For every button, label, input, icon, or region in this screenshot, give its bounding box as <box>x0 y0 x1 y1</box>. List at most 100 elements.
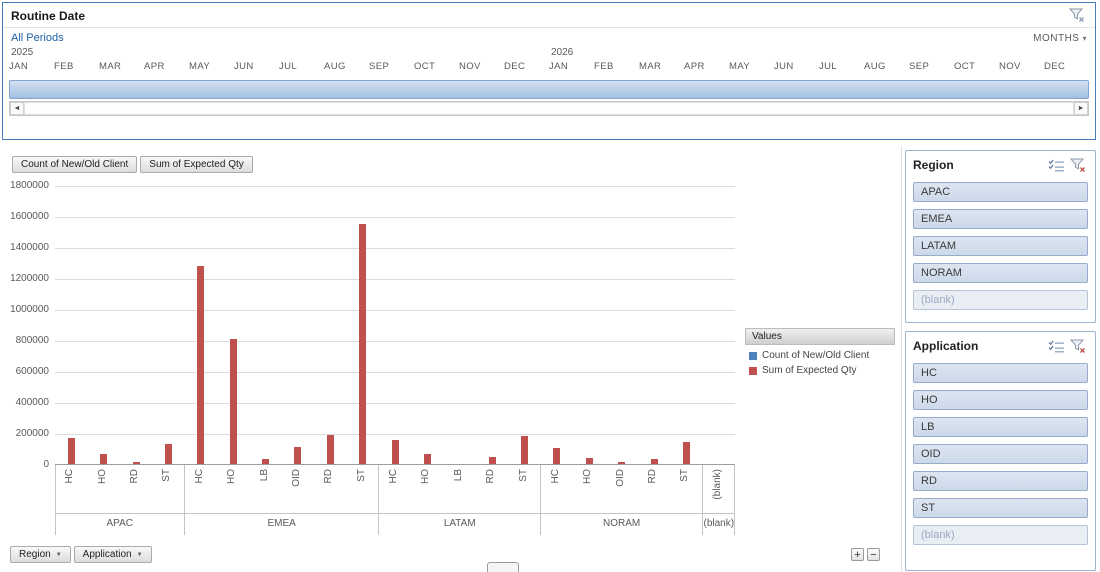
timeline-month-cell[interactable]: AUG <box>324 61 346 72</box>
y-axis-label: 1400000 <box>10 242 49 253</box>
value-field-button[interactable]: Sum of Expected Qty <box>140 156 253 173</box>
slicer-title: Application <box>913 339 979 353</box>
timeline-month-cell[interactable]: NOV <box>999 61 1021 72</box>
category-axis-label: ST <box>679 469 691 482</box>
timeline-month-cell[interactable]: MAR <box>99 61 122 72</box>
bar-sum-of-expected-qty[interactable] <box>553 448 561 464</box>
timeline-months-row: JAN FEB MAR APR MAY JUN JUL AUG SEP OCT NOV DEC JAN F… <box>3 61 1095 76</box>
slicer-item[interactable]: HC <box>913 363 1088 383</box>
slicer-item[interactable]: ST <box>913 498 1088 518</box>
timeline-month-cell[interactable]: DEC <box>1044 61 1066 72</box>
axis-field-button[interactable]: Application ▼ <box>73 546 152 563</box>
field-button-label: Application <box>82 549 132 560</box>
bar-sum-of-expected-qty[interactable] <box>294 447 302 464</box>
slicer-item[interactable]: APAC <box>913 182 1088 202</box>
slicer-item[interactable]: EMEA <box>913 209 1088 229</box>
category-axis-label: RD <box>647 469 658 484</box>
timeline-scrollbar-thumb[interactable] <box>24 102 1074 115</box>
timeline-year-label: 2025 <box>11 47 34 58</box>
bar-sum-of-expected-qty[interactable] <box>229 339 237 464</box>
y-axis-label: 1800000 <box>10 180 49 191</box>
chart-pane-handle[interactable] <box>487 562 519 572</box>
timeline-month-cell[interactable]: SEP <box>369 61 390 72</box>
bar-sum-of-expected-qty[interactable] <box>618 462 626 464</box>
legend-entries: Count of New/Old Client Sum of Expected Q… <box>745 345 895 385</box>
timeline-month-cell[interactable]: FEB <box>54 61 74 72</box>
timeline-month-cell[interactable]: SEP <box>909 61 930 72</box>
bar-sum-of-expected-qty[interactable] <box>100 454 108 464</box>
timeline-scrollbar[interactable]: ◄ ► <box>9 101 1089 116</box>
pivot-chart: Count of New/Old Client Sum of Expected Q… <box>0 146 902 572</box>
bar-sum-of-expected-qty[interactable] <box>391 440 399 464</box>
category-axis-label: LB <box>258 469 270 482</box>
legend-swatch <box>749 351 757 360</box>
timeline-month-cell[interactable]: JAN <box>549 61 569 72</box>
slicer-item[interactable]: OID <box>913 444 1088 464</box>
timeline-month-cell[interactable]: AUG <box>864 61 886 72</box>
bar-sum-of-expected-qty[interactable] <box>262 459 269 464</box>
category-axis-label: RD <box>129 469 140 484</box>
legend-entry[interactable]: Count of New/Old Client <box>749 350 891 361</box>
timeline-month-cell[interactable]: FEB <box>594 61 614 72</box>
slicer-item[interactable]: NORAM <box>913 263 1088 283</box>
zoom-in-button[interactable]: + <box>851 548 864 561</box>
slicer-item[interactable]: LATAM <box>913 236 1088 256</box>
axis-field-buttons: Region ▼ Application ▼ <box>10 546 152 563</box>
zoom-out-button[interactable]: − <box>867 548 880 561</box>
bar-sum-of-expected-qty[interactable] <box>197 266 205 464</box>
timeline-month-cell[interactable]: JAN <box>9 61 29 72</box>
bar-sum-of-expected-qty[interactable] <box>521 436 528 464</box>
category-axis-label: ST <box>161 469 173 482</box>
timeline-month-cell[interactable]: JUL <box>279 61 298 72</box>
slicer-item[interactable]: HO <box>913 390 1088 410</box>
multi-select-icon[interactable] <box>1046 338 1066 354</box>
timeline-month-cell[interactable]: JUN <box>774 61 794 72</box>
timeline-month-cell[interactable]: MAY <box>189 61 211 72</box>
timeline-selection-band[interactable] <box>9 80 1089 99</box>
bar-sum-of-expected-qty[interactable] <box>164 444 172 464</box>
value-field-button[interactable]: Count of New/Old Client <box>12 156 138 173</box>
group-axis-label: LATAM <box>443 518 476 529</box>
bar-sum-of-expected-qty[interactable] <box>682 442 690 464</box>
timeline-month-cell[interactable]: NOV <box>459 61 481 72</box>
clear-filter-icon[interactable] <box>1068 8 1087 23</box>
scroll-left-icon[interactable]: ◄ <box>10 102 24 115</box>
bar-sum-of-expected-qty[interactable] <box>423 454 431 464</box>
timeline-level-label: MONTHS <box>1033 32 1080 44</box>
axis-field-button[interactable]: Region ▼ <box>10 546 71 563</box>
category-axis-label: HC <box>549 469 561 484</box>
bar-sum-of-expected-qty[interactable] <box>67 438 75 464</box>
gridline <box>55 217 735 218</box>
bar-sum-of-expected-qty[interactable] <box>650 459 658 464</box>
slicer-item[interactable]: (blank) <box>913 525 1088 545</box>
legend-entry[interactable]: Sum of Expected Qty <box>749 365 891 376</box>
slicer-item[interactable]: (blank) <box>913 290 1088 310</box>
clear-filter-icon[interactable] <box>1068 338 1088 354</box>
timeline-month-cell[interactable]: APR <box>144 61 165 72</box>
bar-sum-of-expected-qty[interactable] <box>326 435 334 464</box>
timeline-month-cell[interactable]: JUN <box>234 61 254 72</box>
scroll-right-icon[interactable]: ► <box>1074 102 1088 115</box>
bar-sum-of-expected-qty[interactable] <box>132 462 140 464</box>
bar-sum-of-expected-qty[interactable] <box>359 224 367 464</box>
timeline-month-cell[interactable]: OCT <box>954 61 976 72</box>
timeline-month-cell[interactable]: MAY <box>729 61 751 72</box>
timeline-month-cell[interactable]: MAR <box>639 61 662 72</box>
axis-level-line <box>55 513 735 514</box>
timeline-month-cell[interactable]: DEC <box>504 61 526 72</box>
slicer-header: Application <box>913 336 1088 356</box>
multi-select-icon[interactable] <box>1046 157 1066 173</box>
timeline-header: Routine Date <box>3 3 1095 28</box>
gridline <box>55 248 735 249</box>
slicer-item[interactable]: RD <box>913 471 1088 491</box>
slicer-item[interactable]: LB <box>913 417 1088 437</box>
bar-sum-of-expected-qty[interactable] <box>488 457 496 464</box>
timeline-level-selector[interactable]: MONTHS ▾ <box>1033 33 1087 44</box>
category-axis: HC HO RD ST APAC HC HO LB OID RD ST EMEA HC HO LB RD ST L… <box>55 465 735 537</box>
timeline-month-cell[interactable]: JUL <box>819 61 838 72</box>
bar-sum-of-expected-qty[interactable] <box>585 458 593 464</box>
timeline-month-cell[interactable]: APR <box>684 61 705 72</box>
clear-filter-icon[interactable] <box>1068 157 1088 173</box>
timeline-month-cell[interactable]: OCT <box>414 61 436 72</box>
